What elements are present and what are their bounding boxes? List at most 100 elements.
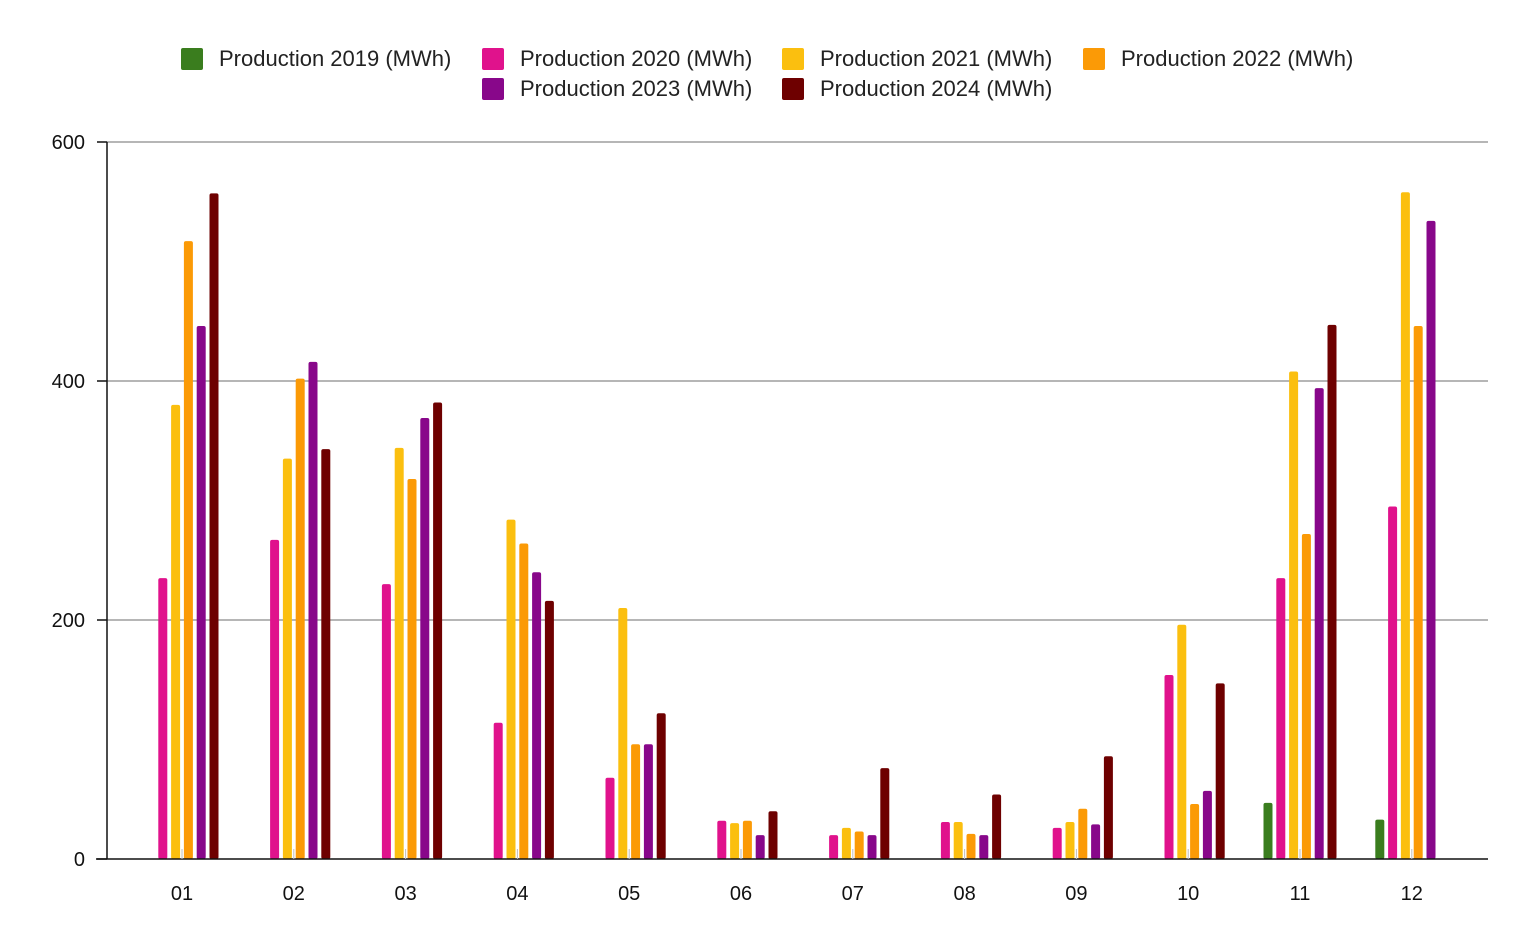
bar [940,821,950,859]
bar [1078,808,1088,859]
legend-swatch [482,48,504,70]
bar [992,794,1002,859]
bar [183,241,193,859]
x-tick-label: 12 [1401,883,1423,905]
x-tick-label: 01 [171,883,193,905]
bar [308,361,318,859]
legend-label: Production 2020 (MWh) [520,46,753,71]
bar [829,835,839,859]
bar [407,478,417,859]
bar [1375,819,1385,859]
bar [1052,827,1062,859]
bar [1091,824,1101,859]
bar [717,820,727,859]
axes [96,141,1488,860]
bar [643,744,653,859]
x-tick-label: 11 [1290,883,1311,905]
x-tick-label: 05 [618,883,640,905]
legend-item: Production 2023 (MWh) [482,76,752,102]
bar [282,458,292,859]
bar [656,713,666,859]
x-tick-label: 09 [1065,883,1087,905]
bar [841,827,851,859]
legend-swatch [782,78,804,100]
bar [1276,578,1286,859]
y-tick-label: 0 [74,849,85,871]
bar [295,378,305,859]
y-tick-label: 200 [52,610,85,632]
legend-item: Production 2022 (MWh) [1083,46,1353,72]
bar [1263,802,1273,859]
x-tick-label: 04 [506,883,528,905]
bar [867,835,877,859]
bar [979,835,989,859]
x-tick-label: 03 [394,883,416,905]
bar [381,584,391,859]
y-tick-label: 600 [52,132,85,154]
bar [1413,326,1423,859]
bar [730,823,740,859]
bar [1190,804,1200,859]
legend-item: Production 2021 (MWh) [782,46,1052,72]
bar [433,402,443,859]
legend-label: Production 2021 (MWh) [820,46,1053,71]
legend-item: Production 2020 (MWh) [482,46,752,72]
bar [209,193,219,859]
x-tick-label: 08 [953,883,975,905]
x-tick-label: 10 [1177,883,1199,905]
bar [1177,624,1187,859]
bars [158,192,1436,860]
bar [1065,821,1075,859]
bar [493,722,503,859]
bar [519,543,529,859]
bar [270,539,280,859]
legend-item: Production 2024 (MWh) [782,76,1052,102]
x-tick-label: 02 [283,883,305,905]
bar [1388,506,1398,859]
bar [618,608,628,859]
legend-label: Production 2019 (MWh) [219,46,452,71]
bar [196,326,206,859]
legend-swatch [782,48,804,70]
grid-lines [107,141,1488,621]
tick-labels: 0 200 400 600 01 02 03 04 05 06 07 08 09 10 11 12 [52,132,1423,905]
bar [394,447,404,859]
legend-swatch [181,48,203,70]
bar [1301,533,1311,859]
bar [1327,324,1337,860]
bar [854,831,864,859]
bar [1289,371,1299,859]
legend-label: Production 2023 (MWh) [520,76,753,101]
bar [742,820,752,859]
y-tick-label: 400 [52,371,85,393]
bar [953,821,963,859]
legend-item: Production 2019 (MWh) [181,46,451,72]
bar [532,572,542,859]
bar [631,744,641,859]
bar [171,404,181,859]
bar [1202,790,1212,859]
legend-label: Production 2022 (MWh) [1121,46,1354,71]
legend-swatch [1083,48,1105,70]
bar [420,418,430,859]
x-tick-label: 06 [730,883,752,905]
bar [1314,388,1324,859]
legend-label: Production 2024 (MWh) [820,76,1053,101]
bar [966,833,976,859]
bar [544,600,554,859]
bar [880,768,890,859]
bar [1164,674,1174,859]
bar [755,835,765,859]
bar [1215,683,1225,859]
bar [1426,220,1436,859]
bar [1400,192,1410,859]
bar [768,811,778,859]
bar [321,449,331,859]
bar [506,519,516,859]
legend-swatch [482,78,504,100]
bar [605,777,615,859]
bar [1103,756,1113,859]
bar [158,578,168,859]
x-tick-label: 07 [842,883,864,905]
